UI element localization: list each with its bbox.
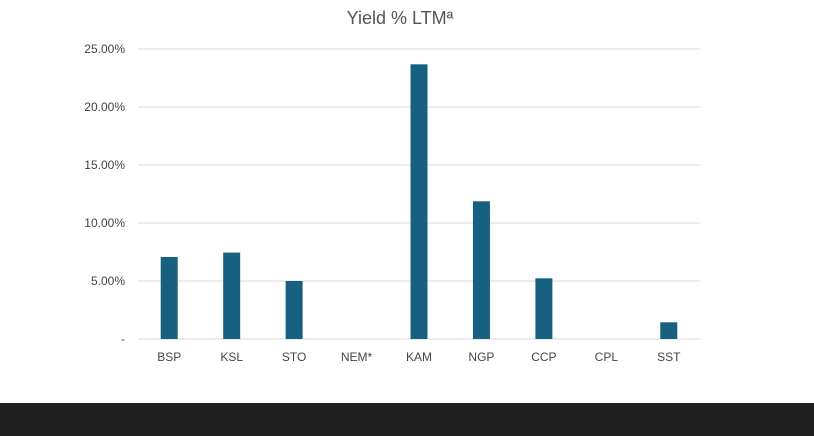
x-tick-label: NGP — [468, 350, 494, 364]
y-tick-label: 25.00% — [84, 42, 125, 56]
bar-bsp — [160, 256, 178, 339]
x-tick-label: KAM — [406, 350, 432, 364]
bar-sst — [660, 322, 678, 339]
chart-title: Yield % LTMª — [347, 8, 454, 28]
footer-band — [0, 403, 814, 436]
x-tick-label: SST — [657, 350, 681, 364]
x-tick-label: NEM* — [341, 350, 373, 364]
y-tick-label: 5.00% — [91, 274, 125, 288]
yield-bar-chart: Yield % LTMª - 5.00% 10.00% 15.00% 20.00% 25.… — [84, 8, 700, 364]
bar-sto — [285, 281, 303, 339]
x-tick-label: KSL — [220, 350, 243, 364]
x-tick-label: STO — [282, 350, 306, 364]
bar-ccp — [535, 278, 553, 339]
y-tick-label: 10.00% — [84, 216, 125, 230]
x-tick-label: BSP — [157, 350, 181, 364]
bar-ngp — [472, 201, 490, 339]
y-tick-label: - — [121, 332, 125, 346]
x-tick-label: CPL — [595, 350, 619, 364]
bar-kam — [410, 64, 428, 339]
x-tick-label: CCP — [531, 350, 556, 364]
bar-ksl — [223, 252, 241, 339]
y-tick-label: 15.00% — [84, 158, 125, 172]
y-tick-label: 20.00% — [84, 100, 125, 114]
